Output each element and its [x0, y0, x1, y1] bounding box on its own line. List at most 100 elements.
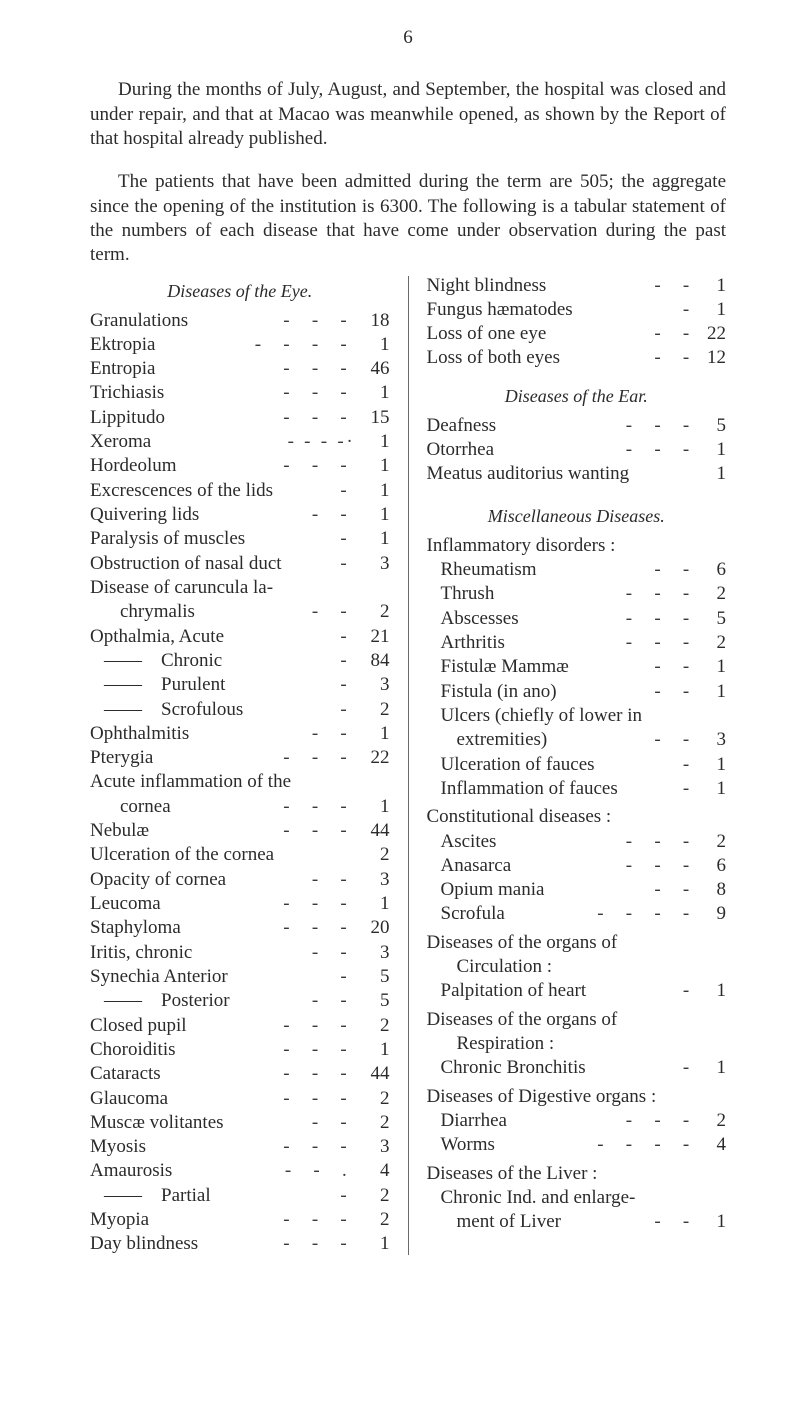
section-heading: Constitutional diseases :	[427, 805, 727, 829]
item-value: 44	[356, 1062, 390, 1086]
leader-dashes: - - -	[619, 631, 698, 655]
leader-dashes: - - -	[277, 1135, 356, 1159]
item-value: 2	[356, 843, 390, 867]
ear-diseases-list: Deafness - - - 5Otorrhea - - - 1Meatus a…	[427, 414, 727, 487]
section-heading-line2: Circulation :	[427, 955, 727, 979]
item-value: 1	[698, 1056, 726, 1080]
section-heading: Diseases of the organs of	[427, 931, 727, 955]
list-item: extremities) - - 3	[427, 728, 727, 752]
item-value: 84	[356, 649, 390, 673]
list-item: Trichiasis - - - 1	[90, 381, 390, 405]
item-value: 22	[356, 746, 390, 770]
item-value: 1	[356, 479, 390, 503]
section-heading: Diseases of the Liver :	[427, 1162, 727, 1186]
list-item: Myopia - - - 2	[90, 1208, 390, 1232]
list-item: Loss of both eyes - - 12	[427, 346, 727, 370]
section-heading-text: Inflammatory disorders :	[427, 534, 616, 558]
leader-dashes: - - - -	[590, 902, 698, 926]
leader-dashes: - - - -	[590, 1133, 698, 1157]
item-label: Trichiasis	[90, 381, 164, 405]
leader-dashes: -	[334, 1184, 356, 1208]
list-item: Loss of one eye - - 22	[427, 322, 727, 346]
item-label: Worms	[441, 1133, 495, 1157]
item-label: Diarrhea	[441, 1109, 507, 1133]
list-item: Chronic Bronchitis - 1	[427, 1056, 727, 1080]
ear-diseases-title: Diseases of the Ear.	[427, 385, 727, 408]
item-label: Rheumatism	[441, 558, 537, 582]
list-item: Rheumatism - - 6	[427, 558, 727, 582]
leader-dashes: - - -	[277, 916, 356, 940]
item-value: 2	[698, 830, 726, 854]
leader-dashes: - - -	[277, 454, 356, 478]
item-value: 3	[356, 868, 390, 892]
item-label: Glaucoma	[90, 1087, 168, 1111]
list-item: Opium mania - - 8	[427, 878, 727, 902]
item-value: 1	[356, 381, 390, 405]
item-label: chrymalis	[120, 600, 195, 624]
list-item: Ophthalmitis - - 1	[90, 722, 390, 746]
list-item: Anasarca - - - 6	[427, 854, 727, 878]
list-item: Meatus auditorius wanting1	[427, 462, 727, 486]
item-label: Scrofula	[441, 902, 505, 926]
leader-dashes: - -	[305, 868, 355, 892]
leader-dashes: -	[334, 965, 356, 989]
item-label: Muscæ volitantes	[90, 1111, 224, 1135]
item-label: Inflammation of fauces	[441, 777, 618, 801]
item-value: 2	[356, 1111, 390, 1135]
leader-dashes: - -	[648, 322, 698, 346]
section-heading-text: Diseases of the organs of	[427, 931, 618, 955]
list-item: Fistula (in ano) - - 1	[427, 680, 727, 704]
item-label: —— Posterior	[104, 989, 230, 1013]
item-value: 3	[356, 1135, 390, 1159]
leader-dashes: - - -	[277, 1208, 356, 1232]
item-value: 3	[356, 552, 390, 576]
item-value: 1	[698, 753, 726, 777]
leader-dashes: -	[676, 1056, 698, 1080]
leader-dashes: - - -	[277, 819, 356, 843]
section-heading-text: Constitutional diseases :	[427, 805, 612, 829]
section-heading: Diseases of the organs of	[427, 1008, 727, 1032]
item-label: Arthritis	[441, 631, 505, 655]
item-label: Abscesses	[441, 607, 519, 631]
list-item: Granulations - - - 18	[90, 309, 390, 333]
leader-dashes: -	[334, 698, 356, 722]
list-item: Myosis - - - 3	[90, 1135, 390, 1159]
leader-dashes: - - -	[619, 582, 698, 606]
item-label: Acute inflammation of the	[90, 770, 291, 794]
item-value: 2	[698, 582, 726, 606]
list-item: Entropia - - - 46	[90, 357, 390, 381]
item-value: 5	[698, 414, 726, 438]
section-heading-text: Respiration :	[457, 1032, 555, 1056]
leader-dashes: - -	[648, 680, 698, 704]
leader-dashes: - - -	[277, 357, 356, 381]
leader-dashes: - -	[648, 728, 698, 752]
item-value: 2	[698, 631, 726, 655]
section-heading-text: Diseases of the Liver :	[427, 1162, 598, 1186]
item-label: Quivering lids	[90, 503, 199, 527]
item-value: 4	[356, 1159, 390, 1183]
list-item: Fungus hæmatodes - 1	[427, 298, 727, 322]
leader-dashes: - - -	[619, 854, 698, 878]
list-item: Glaucoma - - - 2	[90, 1087, 390, 1111]
item-value: 15	[356, 406, 390, 430]
item-label: Otorrhea	[427, 438, 495, 462]
item-value: 1	[698, 462, 726, 486]
item-label: Opacity of cornea	[90, 868, 226, 892]
item-value: 1	[356, 1232, 390, 1256]
list-item: Closed pupil - - - 2	[90, 1014, 390, 1038]
item-value: 5	[356, 965, 390, 989]
leader-dashes: - - -	[619, 438, 698, 462]
leader-dashes: - - -	[619, 414, 698, 438]
item-label: —— Purulent	[104, 673, 225, 697]
list-item: Ascites - - - 2	[427, 830, 727, 854]
item-label: Palpitation of heart	[441, 979, 587, 1003]
leader-dashes: -	[334, 625, 356, 649]
right-column: Night blindness - - 1Fungus hæmatodes - …	[427, 274, 727, 1257]
list-item: Cataracts - - - 44	[90, 1062, 390, 1086]
item-label: cornea	[120, 795, 171, 819]
item-value: 1	[698, 274, 726, 298]
item-value: 5	[356, 989, 390, 1013]
item-label: Ulceration of fauces	[441, 753, 595, 777]
item-label: Ophthalmitis	[90, 722, 189, 746]
list-item: Xeroma - - - - · 1	[90, 430, 390, 454]
